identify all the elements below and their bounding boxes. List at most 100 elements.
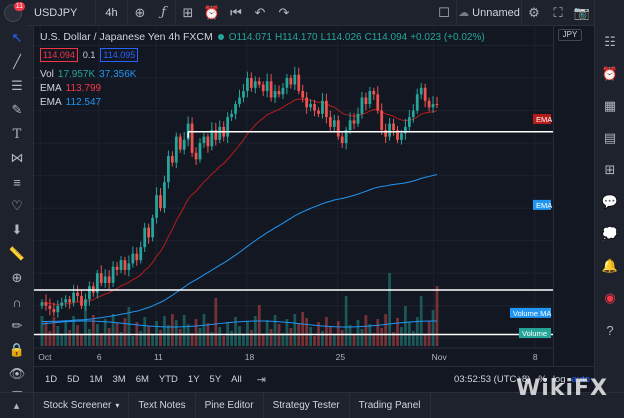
hide-tool[interactable]: 👁	[0, 362, 34, 386]
tab-trading-panel[interactable]: Trading Panel	[350, 392, 431, 418]
zoom-tool[interactable]: ⊕	[0, 266, 34, 290]
candle-body	[313, 104, 316, 111]
volume-bar	[273, 315, 277, 346]
fib-retracement-icon: ☰	[11, 78, 23, 93]
text-tool[interactable]: T	[0, 122, 34, 146]
tab-text-notes[interactable]: Text Notes	[129, 392, 196, 418]
pattern-tool[interactable]: ⋈	[0, 146, 34, 170]
help-button[interactable]: ?	[595, 314, 624, 346]
range-5y[interactable]: 5Y	[209, 374, 222, 385]
interval-selector[interactable]: 4h	[96, 0, 128, 26]
indicators-button[interactable]: ƒ	[152, 0, 176, 26]
tab-pine-editor[interactable]: Pine Editor	[196, 392, 264, 418]
range-all[interactable]: All	[231, 374, 242, 385]
brush-tool[interactable]: ✎	[0, 98, 34, 122]
volume-bar	[151, 335, 154, 346]
volume-bar	[281, 333, 285, 346]
undo-button[interactable]: ↶	[248, 0, 272, 26]
redo-icon: ↷	[278, 4, 290, 20]
calendar-button[interactable]: ⊞	[595, 154, 624, 186]
price-chart[interactable]: 115.000114.500114.000113.500113.000112.5…	[34, 26, 594, 366]
tab-stock-screener[interactable]: Stock Screener ▾	[34, 392, 130, 418]
volume-bar	[234, 317, 237, 346]
help-icon: ?	[606, 322, 614, 338]
candle-body	[407, 117, 411, 127]
layout-select-button[interactable]: ☐	[432, 0, 456, 26]
collapse-icon: ▴	[13, 400, 20, 412]
legend-ohlc-row: U.S. Dollar / Japanese Yen 4h FXCM O114.…	[40, 30, 485, 44]
redo-button[interactable]: ↷	[272, 0, 296, 26]
candle-body	[206, 136, 210, 147]
range-1d[interactable]: 1D	[45, 374, 58, 385]
range-1m[interactable]: 1M	[89, 374, 103, 385]
candle-body	[404, 126, 407, 134]
cursor-tool[interactable]: ↖	[0, 26, 34, 50]
magnet-tool[interactable]: ∩	[0, 290, 34, 314]
volume-bar	[222, 336, 226, 346]
arrow-tool[interactable]: ⬇	[0, 218, 34, 242]
user-avatar[interactable]: 11	[0, 0, 26, 26]
right-sidebar: ☷ ⏰ ▦ ▤ ⊞ 💬 💭 🔔 ◉ ?	[594, 0, 624, 392]
hotlist-button[interactable]: ▤	[595, 122, 624, 154]
volume-bar	[411, 331, 415, 346]
ruler-tool[interactable]: 📏	[0, 242, 34, 266]
percent-toggle[interactable]: %	[538, 374, 547, 385]
panel-collapse-button[interactable]: ▴	[0, 392, 34, 418]
tab-strategy-tester[interactable]: Strategy Tester	[264, 392, 350, 418]
layout-name[interactable]: ☁ Unnamed	[456, 0, 522, 26]
fib-tool[interactable]: ☰	[0, 74, 34, 98]
chats-button[interactable]: 💭	[595, 218, 624, 250]
symbol-search[interactable]: USDJPY	[26, 0, 96, 26]
range-6m[interactable]: 6M	[135, 374, 149, 385]
templates-button[interactable]: ⊞	[176, 0, 200, 26]
lock-tool[interactable]: 🔒	[0, 338, 34, 362]
fullscreen-button[interactable]: ⛶	[546, 0, 570, 26]
range-5d[interactable]: 5D	[67, 374, 80, 385]
currency-selector[interactable]: JPY	[558, 29, 582, 41]
volume-ma-tag-bg	[510, 307, 551, 318]
ema-red-tag-bg	[533, 114, 551, 125]
price-scale[interactable]: JPY	[553, 26, 594, 366]
auto-toggle[interactable]: auto	[571, 374, 591, 385]
alerts-button[interactable]: ⏰	[595, 58, 624, 90]
ema1-label: EMA	[40, 82, 62, 94]
buy-button[interactable]: 114.095	[100, 48, 139, 62]
watchlist-button[interactable]: ☷	[595, 26, 624, 58]
ideas-stream-button[interactable]: 💬	[595, 186, 624, 218]
candle-body	[293, 74, 297, 85]
trendline-tool[interactable]: ╱	[0, 50, 34, 74]
candle-body	[336, 120, 340, 137]
notifications-button[interactable]: 🔔	[595, 250, 624, 282]
alert-button[interactable]: ⏰	[200, 0, 224, 26]
volume-bar	[111, 314, 115, 346]
goto-date-button[interactable]: ⇥	[257, 373, 266, 386]
candle-body	[139, 247, 143, 261]
alarm-clock-icon: ⏰	[203, 4, 221, 20]
replay-button[interactable]: ⏮	[224, 0, 248, 26]
compare-add-button[interactable]: ⊕	[128, 0, 152, 26]
stay-drawing-tool[interactable]: ✏	[0, 314, 34, 338]
range-ytd[interactable]: YTD	[158, 374, 178, 385]
snapshot-button[interactable]: 📷	[570, 0, 594, 26]
log-toggle[interactable]: log	[552, 374, 566, 385]
settings-button[interactable]: ⚙	[522, 0, 546, 26]
candle-body	[159, 195, 162, 209]
volume-bar	[198, 328, 202, 346]
clock-timezone[interactable]: 03:52:53 (UTC+8)	[454, 374, 531, 385]
sell-button[interactable]: 114.094	[40, 48, 78, 62]
range-3m[interactable]: 3M	[112, 374, 126, 385]
pattern-icon: ⋈	[10, 150, 24, 165]
volume-bar	[427, 321, 431, 346]
range-1y[interactable]: 1Y	[187, 374, 200, 385]
volume-label: Vol	[40, 68, 54, 80]
volume-bar	[174, 320, 178, 346]
stream-button[interactable]: ◉	[595, 282, 624, 314]
volume-bar	[261, 334, 265, 346]
candle-body	[230, 113, 233, 118]
volume-bar	[210, 332, 214, 346]
legend-change: +0.023 (+0.02%)	[410, 31, 485, 43]
data-window-button[interactable]: ▦	[595, 90, 624, 122]
ideas-toggle[interactable]	[595, 0, 624, 26]
prediction-tool[interactable]: ≡	[0, 170, 34, 194]
icons-tool[interactable]: ♡	[0, 194, 34, 218]
